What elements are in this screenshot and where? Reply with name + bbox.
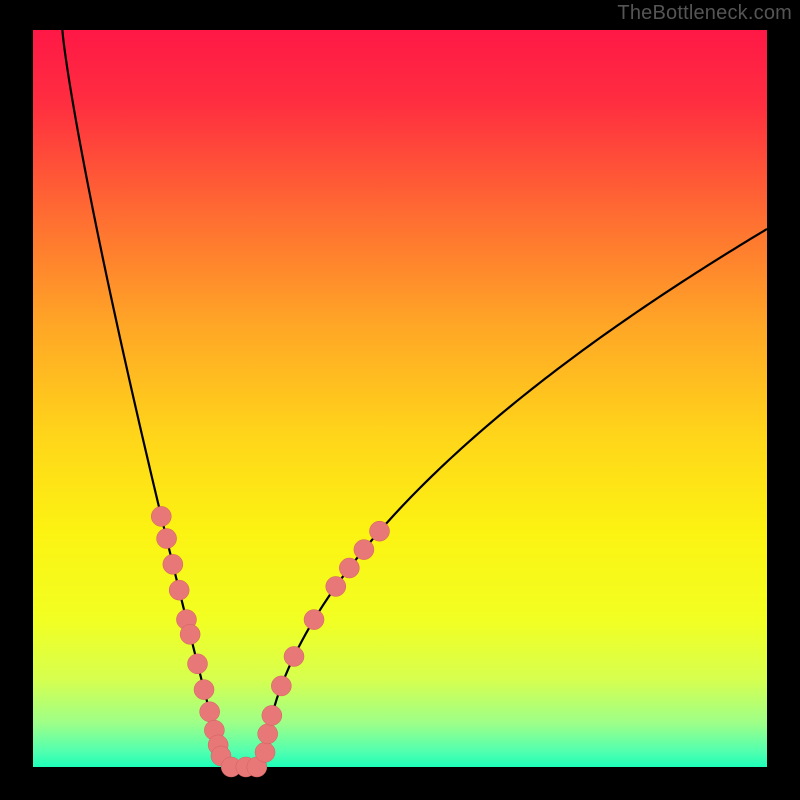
plot-background-gradient [33, 30, 767, 767]
watermark-text: TheBottleneck.com [617, 2, 792, 25]
chart-container: TheBottleneck.com [0, 0, 800, 800]
data-marker [284, 646, 304, 666]
data-marker [157, 529, 177, 549]
bottleneck-chart [0, 0, 800, 800]
data-marker [262, 705, 282, 725]
data-marker [194, 680, 214, 700]
data-marker [354, 540, 374, 560]
data-marker [304, 610, 324, 630]
data-marker [258, 724, 278, 744]
data-marker [163, 554, 183, 574]
data-marker [180, 624, 200, 644]
data-marker [188, 654, 208, 674]
data-marker [271, 676, 291, 696]
data-marker [370, 521, 390, 541]
data-marker [151, 506, 171, 526]
data-marker [200, 702, 220, 722]
data-marker [169, 580, 189, 600]
data-marker [339, 558, 359, 578]
data-marker [326, 576, 346, 596]
data-marker [255, 742, 275, 762]
